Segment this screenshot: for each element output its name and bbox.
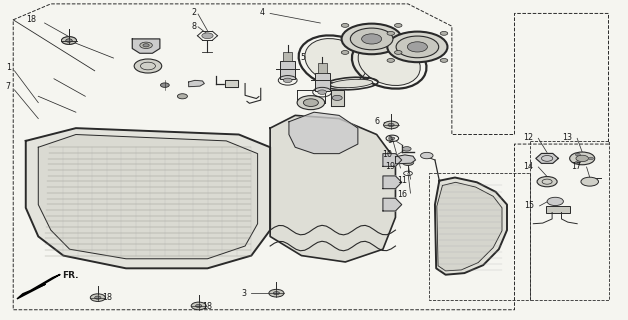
Circle shape bbox=[95, 296, 101, 299]
Circle shape bbox=[283, 78, 292, 83]
Circle shape bbox=[547, 197, 563, 205]
Polygon shape bbox=[188, 80, 204, 87]
Circle shape bbox=[403, 147, 411, 151]
Circle shape bbox=[408, 42, 428, 52]
Text: 12: 12 bbox=[523, 132, 533, 141]
Circle shape bbox=[440, 59, 448, 62]
Circle shape bbox=[440, 31, 448, 35]
Text: 6: 6 bbox=[374, 116, 379, 126]
Circle shape bbox=[537, 177, 557, 187]
Polygon shape bbox=[383, 154, 402, 166]
Text: 17: 17 bbox=[571, 162, 582, 171]
Circle shape bbox=[394, 23, 402, 27]
Circle shape bbox=[387, 31, 394, 35]
Circle shape bbox=[143, 44, 149, 47]
Circle shape bbox=[384, 121, 399, 129]
Circle shape bbox=[62, 37, 77, 44]
Polygon shape bbox=[383, 176, 402, 189]
Circle shape bbox=[387, 59, 394, 62]
Bar bbox=[546, 206, 570, 212]
Text: 4: 4 bbox=[260, 8, 265, 17]
Circle shape bbox=[269, 289, 284, 297]
Text: 1: 1 bbox=[6, 63, 11, 72]
Circle shape bbox=[66, 39, 72, 42]
Polygon shape bbox=[289, 112, 358, 154]
Polygon shape bbox=[225, 80, 237, 87]
Circle shape bbox=[297, 96, 325, 110]
Circle shape bbox=[396, 36, 439, 58]
Circle shape bbox=[575, 153, 580, 156]
Circle shape bbox=[303, 99, 318, 107]
Ellipse shape bbox=[358, 40, 420, 85]
Bar bbox=[315, 73, 330, 91]
Text: 19: 19 bbox=[386, 162, 396, 171]
Polygon shape bbox=[536, 154, 558, 164]
Circle shape bbox=[576, 155, 588, 162]
Circle shape bbox=[191, 302, 206, 310]
Text: 10: 10 bbox=[382, 150, 392, 159]
Text: 5: 5 bbox=[300, 53, 305, 62]
Ellipse shape bbox=[330, 79, 373, 88]
Circle shape bbox=[134, 59, 162, 73]
Circle shape bbox=[342, 24, 402, 54]
Text: 14: 14 bbox=[523, 162, 533, 171]
Polygon shape bbox=[437, 182, 502, 271]
Text: 18: 18 bbox=[26, 15, 36, 24]
Circle shape bbox=[90, 294, 106, 301]
Circle shape bbox=[570, 152, 595, 165]
Polygon shape bbox=[396, 155, 416, 164]
Circle shape bbox=[202, 33, 213, 39]
Circle shape bbox=[161, 83, 170, 87]
Circle shape bbox=[403, 160, 414, 165]
Circle shape bbox=[390, 137, 395, 140]
Text: 16: 16 bbox=[397, 189, 407, 199]
Circle shape bbox=[388, 123, 394, 126]
Circle shape bbox=[362, 34, 382, 44]
Bar bbox=[280, 61, 295, 79]
Circle shape bbox=[575, 161, 580, 164]
Circle shape bbox=[273, 292, 279, 295]
Polygon shape bbox=[17, 274, 60, 299]
Circle shape bbox=[394, 51, 402, 54]
Text: 8: 8 bbox=[192, 22, 197, 31]
Circle shape bbox=[387, 32, 448, 62]
Circle shape bbox=[581, 177, 598, 186]
Circle shape bbox=[341, 51, 349, 54]
Polygon shape bbox=[26, 128, 270, 268]
Text: 7: 7 bbox=[6, 82, 11, 91]
Text: 13: 13 bbox=[562, 132, 572, 141]
Text: 2: 2 bbox=[192, 8, 197, 17]
Circle shape bbox=[195, 304, 202, 308]
Circle shape bbox=[332, 95, 342, 100]
Text: 3: 3 bbox=[241, 289, 246, 298]
Polygon shape bbox=[435, 178, 507, 275]
Polygon shape bbox=[270, 116, 396, 262]
Circle shape bbox=[177, 94, 187, 99]
Bar bbox=[283, 52, 292, 61]
Circle shape bbox=[588, 157, 593, 160]
Text: 15: 15 bbox=[524, 201, 534, 210]
Polygon shape bbox=[331, 90, 344, 106]
Text: 18: 18 bbox=[202, 302, 212, 311]
Circle shape bbox=[350, 28, 393, 50]
Ellipse shape bbox=[305, 39, 367, 84]
Circle shape bbox=[140, 42, 153, 49]
Circle shape bbox=[341, 23, 349, 27]
Circle shape bbox=[66, 39, 72, 42]
Polygon shape bbox=[133, 39, 160, 53]
Polygon shape bbox=[383, 198, 402, 211]
Circle shape bbox=[62, 37, 77, 44]
Circle shape bbox=[421, 152, 433, 159]
Text: 11: 11 bbox=[397, 176, 407, 185]
Circle shape bbox=[318, 90, 327, 94]
Polygon shape bbox=[38, 134, 257, 259]
Text: 18: 18 bbox=[102, 293, 112, 302]
Text: FR.: FR. bbox=[62, 271, 78, 280]
Text: 9: 9 bbox=[387, 136, 392, 145]
Bar bbox=[318, 63, 327, 73]
